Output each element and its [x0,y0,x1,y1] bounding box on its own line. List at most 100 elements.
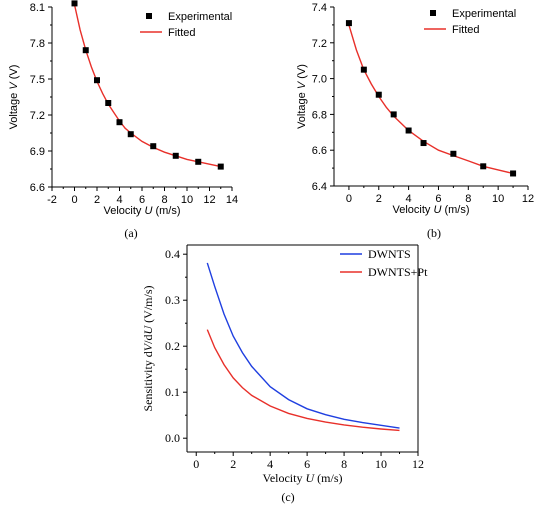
data-point [127,131,134,138]
y-title-unit: (V/m/s) [141,285,155,325]
x-tick-label: 4 [116,194,122,206]
data-point [94,77,100,84]
x-axis-title: Velocity U (m/s) [392,204,469,216]
y-tick-label: 6.8 [312,109,327,121]
y-axis-title: Sensitivity dV/dU (V/m/s) [141,285,155,411]
y-title-unit: (V) [296,64,308,82]
x-title-var: U [305,471,315,485]
y-tick-label: 7.0 [312,74,327,86]
legend-label: DWNTS+Pt [368,265,428,279]
y-tick-label: 0.4 [165,247,180,261]
x-tick-label: 0 [346,193,352,205]
y-tick-label: 8.1 [30,2,45,14]
x-tick-label: 6 [139,194,145,206]
y-tick-label: 6.6 [30,182,45,194]
data-point [480,163,487,170]
series-line [206,262,400,429]
y-title-prefix: Voltage [296,89,308,129]
x-tick-label: 4 [267,457,273,471]
x-title-prefix: Velocity [392,204,433,216]
data-point [360,66,367,73]
x-tick-label: 12 [412,457,424,471]
legend-label: Fitted [168,27,196,39]
data-point [390,111,397,118]
x-tick-label: 2 [94,194,100,206]
y-axis-title: Voltage V (V) [8,65,20,130]
y-tick-label: 6.9 [30,146,45,158]
legend-marker [430,10,436,16]
y-title-var: V [8,81,20,90]
y-tick-label: 0.0 [165,431,180,445]
y-tick-label: 7.5 [30,74,45,86]
y-tick-label: 7.2 [30,110,45,122]
data-point [405,127,412,134]
legend-label: Fitted [452,24,480,36]
legend-label: DWNTS [368,247,411,261]
x-tick-label: 6 [304,457,310,471]
y-tick-label: 7.4 [312,2,327,14]
x-tick-label: 12 [522,193,534,205]
x-tick-label: 8 [465,193,471,205]
x-axis-title: Velocity U (m/s) [262,471,342,485]
data-point [172,152,179,159]
y-title-unit: (V) [8,65,20,83]
data-point [510,170,517,177]
y-tick-label: 6.4 [312,181,327,193]
y-title-prefix: Sensitivity d [141,351,155,411]
x-title-var: U [144,205,152,217]
x-title-var: U [433,204,441,216]
chart-panel-b: 0 2 4 6 8 10 12 6.4 6.6 6.8 7.0 7.2 7.4 Velocity U (m… [296,2,534,240]
x-tick-label: 12 [203,194,215,206]
data-point [217,163,224,170]
data-point [375,91,382,98]
data-point [195,158,202,165]
series-line [348,24,514,175]
data-point [82,47,89,54]
x-tick-label: 10 [375,457,387,471]
y-tick-label: 6.6 [312,145,327,157]
x-tick-label: 10 [492,193,504,205]
y-title-var: V [141,342,155,351]
data-point [105,100,112,106]
x-tick-label: 6 [435,193,441,205]
x-title-unit: (m/s) [314,471,342,485]
legend-label: Experimental [452,8,516,20]
y-axis-title: Voltage V (V) [296,64,308,129]
legend-marker [146,13,152,19]
y-tick-label: 0.1 [165,385,180,399]
y-title-var: V [296,80,308,89]
x-tick-label: -2 [47,194,57,206]
x-tick-label: 14 [226,194,238,206]
x-axis-title: Velocity U (m/s) [103,205,180,217]
x-tick-label: 0 [71,194,77,206]
y-title-var2: U [141,324,155,334]
data-point [345,20,352,27]
x-tick-label: 8 [161,194,167,206]
x-title-prefix: Velocity [103,205,144,217]
chart-panel-a: -2 0 2 4 6 8 10 12 14 6.6 6.9 7.2 7.5 7.8 8.1 Velocity … [8,0,238,240]
x-tick-label: 2 [230,457,236,471]
data-point [150,143,157,150]
y-title-mid: /d [141,334,155,343]
panel-label: (a) [124,226,137,240]
data-point [71,0,78,7]
chart-panel-c: 0 2 4 6 8 10 12 0.0 0.1 0.2 0.3 0.4 Velocity U (m/s)… [141,244,428,504]
x-title-unit: (m/s) [441,204,469,216]
y-tick-label: 0.3 [165,293,180,307]
x-tick-label: 2 [376,193,382,205]
x-tick-label: 10 [181,194,193,206]
x-tick-label: 8 [341,457,347,471]
panel-label: (b) [427,226,441,240]
data-point [116,119,123,126]
series-line [206,329,400,432]
y-tick-label: 7.8 [30,38,45,50]
data-point [420,140,427,147]
x-tick-label: 4 [406,193,412,205]
legend-label: Experimental [168,11,232,23]
panel-label: (c) [281,490,294,504]
x-title-prefix: Velocity [262,471,305,485]
y-title-prefix: Voltage [8,90,20,130]
data-point [450,150,457,157]
y-tick-label: 0.2 [165,339,180,353]
